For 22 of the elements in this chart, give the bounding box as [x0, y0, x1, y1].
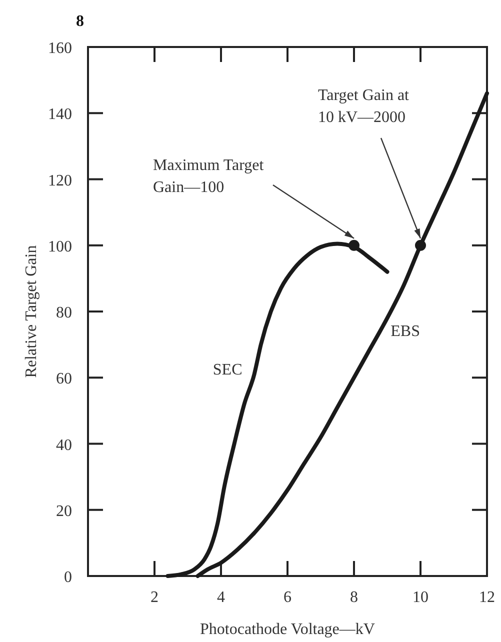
y-tick-label: 160	[48, 40, 72, 57]
y-tick-label: 80	[56, 304, 72, 322]
y-axis-title: Relative Target Gain	[23, 245, 40, 378]
annotation: Maximum Target Gain—100	[153, 157, 264, 196]
y-tick-label: 100	[48, 238, 72, 256]
y-tick-label: 60	[56, 370, 72, 388]
series-label: EBS	[390, 322, 420, 340]
x-tick-label: 4	[217, 589, 225, 606]
x-axis-title: Photocathode Voltage—kV	[200, 621, 376, 638]
x-tick-label: 10	[412, 589, 428, 606]
x-tick-label: 12	[479, 589, 495, 606]
y-tick-label: 0	[64, 569, 72, 586]
x-tick-label: 6	[284, 589, 292, 606]
x-tick-label: 8	[350, 589, 358, 606]
y-tick-label: 20	[56, 502, 72, 520]
x-tick-label: 2	[150, 589, 158, 606]
y-tick-label: 120	[48, 172, 72, 190]
y-tick-label: 40	[56, 436, 72, 454]
series-label: SEC	[212, 361, 242, 378]
text: 8	[76, 13, 84, 30]
y-tick-label: 140	[48, 106, 72, 124]
annotation: Target Gain at 10 kV—2000	[318, 87, 410, 126]
